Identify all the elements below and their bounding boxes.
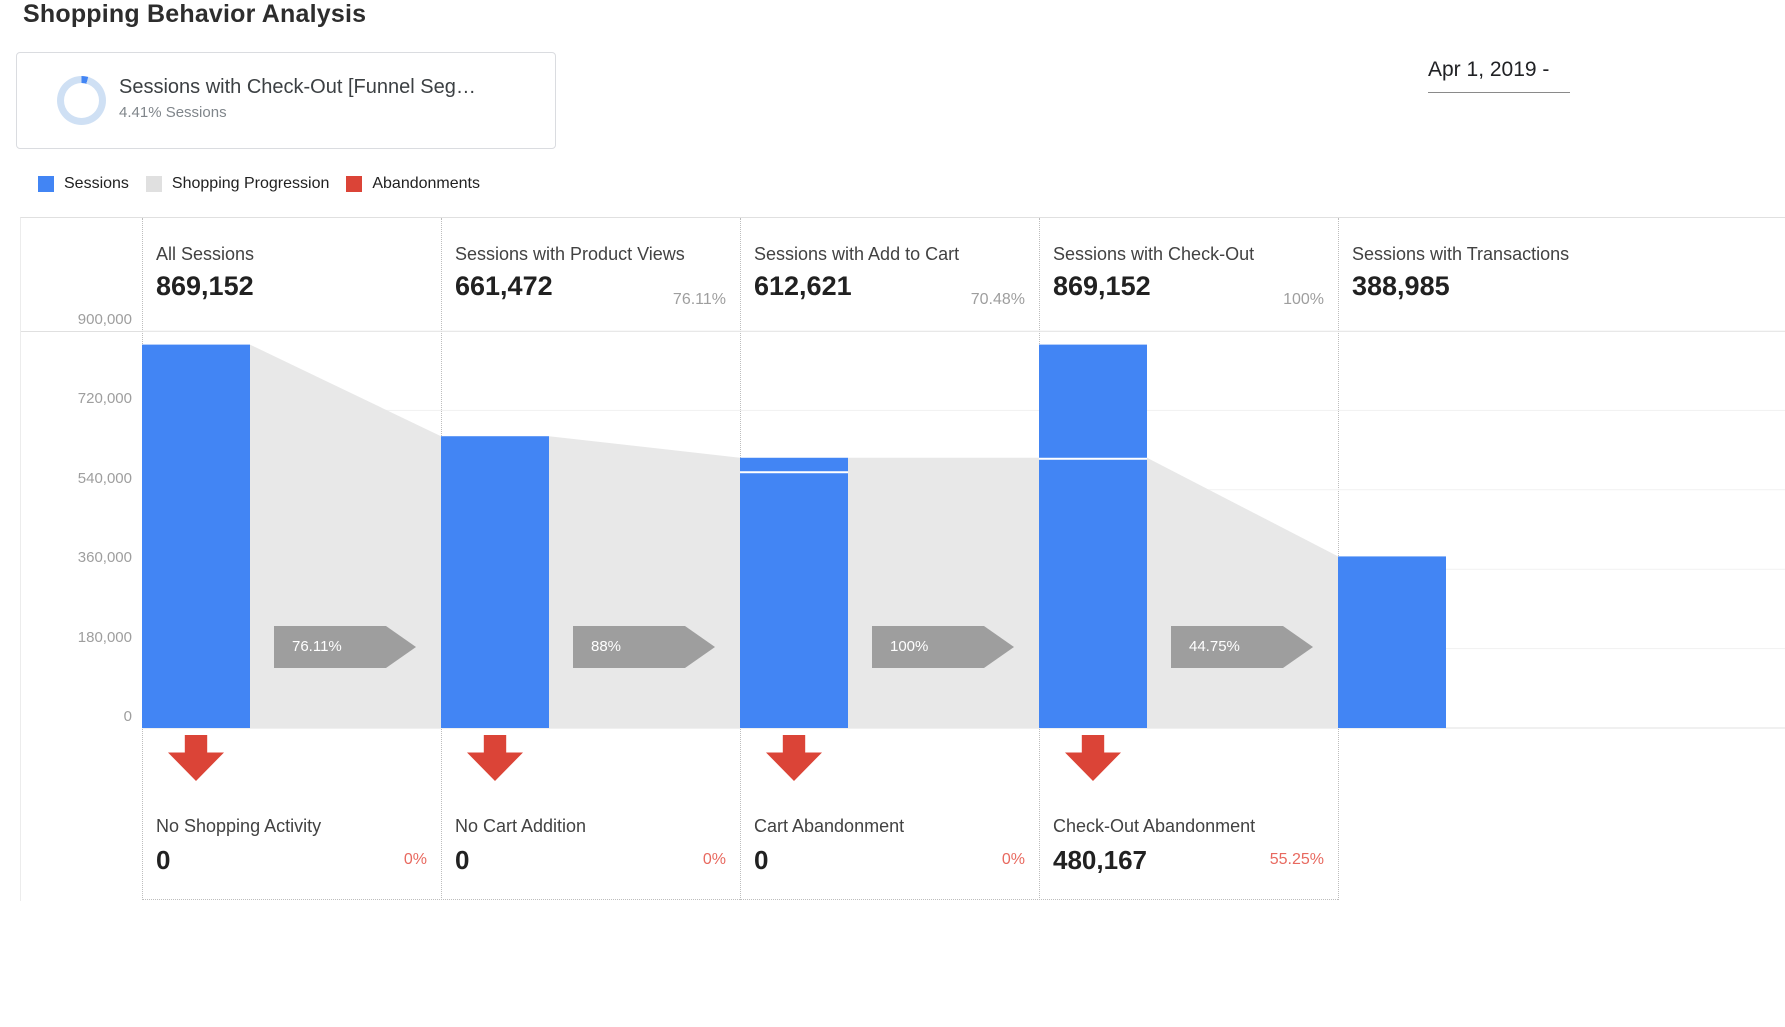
abandonment-label: Cart Abandonment	[754, 816, 905, 836]
step-title: All Sessions	[156, 244, 255, 264]
legend-label: Abandonments	[372, 175, 480, 192]
step-header-check-out: Sessions with Check-Out 869,152 100%	[1039, 218, 1338, 331]
step-title: Sessions with Check-Out	[1053, 244, 1255, 264]
abandonment-label: No Shopping Activity	[156, 816, 322, 836]
y-axis-tick: 720,000	[77, 390, 132, 408]
legend-label: Shopping Progression	[171, 175, 330, 192]
funnel-bar[interactable]	[740, 457, 848, 728]
abandonment-label: Check-Out Abandonment	[1053, 816, 1256, 836]
header-divider	[21, 331, 1785, 332]
progression-area	[848, 457, 1039, 728]
abandonment-stat-no-shopping-activity[interactable]: No Shopping Activity 0 0%	[142, 793, 441, 899]
step-header-product-views: Sessions with Product Views 661,472 76.1…	[441, 218, 740, 331]
progression-arrow: 100%	[872, 626, 1014, 668]
abandonment-value: 0	[455, 845, 470, 875]
date-range-selector[interactable]: Apr 1, 2019 -	[1428, 58, 1570, 93]
legend-item-sessions: Sessions	[38, 175, 129, 193]
chart-legend: Sessions Shopping Progression Abandonmen…	[38, 175, 497, 193]
step-title: Sessions with Add to Cart	[754, 244, 960, 264]
legend-label: Sessions	[64, 175, 129, 192]
progression-arrow: 44.75%	[1171, 626, 1313, 668]
table-bottom-divider	[142, 899, 1338, 900]
progression-arrow: 88%	[573, 626, 715, 668]
segment-title: Sessions with Check-Out [Funnel Seg…	[119, 76, 476, 98]
abandonment-stat-no-cart-addition[interactable]: No Cart Addition 0 0%	[441, 793, 740, 899]
abandonment-arrow-icon	[168, 735, 224, 781]
funnel-bar[interactable]	[441, 436, 549, 728]
abandonments-swatch-icon	[346, 176, 363, 192]
progression-area	[250, 344, 441, 728]
abandonment-arrow-icon	[1065, 735, 1121, 781]
y-axis-tick: 360,000	[77, 549, 132, 567]
progression-arrow: 76.11%	[274, 626, 416, 668]
y-axis-tick: 900,000	[77, 311, 132, 328]
legend-item-abandonments: Abandonments	[346, 175, 480, 193]
step-percent: 76.11%	[672, 291, 726, 308]
step-header-all-sessions: All Sessions 869,152	[142, 218, 441, 331]
segment-donut-icon	[57, 76, 106, 125]
step-value: 388,985	[1352, 271, 1450, 301]
abandonment-percent: 0%	[702, 851, 726, 868]
legend-item-shopping-progression: Shopping Progression	[145, 175, 330, 193]
abandonment-arrow-icon	[766, 735, 822, 781]
abandonment-stat-cart-abandonment[interactable]: Cart Abandonment 0 0%	[740, 793, 1039, 899]
step-percent: 70.48%	[970, 291, 1025, 308]
step-value: 612,621	[754, 271, 852, 301]
step-percent: 100%	[1283, 291, 1324, 308]
abandonment-value: 0	[754, 845, 769, 875]
step-header-add-to-cart: Sessions with Add to Cart 612,621 70.48%	[740, 218, 1039, 331]
shopping-progression-swatch-icon	[145, 176, 162, 192]
y-axis-tick: 0	[123, 708, 132, 725]
step-title: Sessions with Transactions	[1352, 244, 1570, 264]
segment-card[interactable]: Sessions with Check-Out [Funnel Seg… 4.4…	[16, 52, 556, 149]
funnel-bar[interactable]	[142, 344, 250, 728]
bar-segment-divider-icon	[740, 471, 848, 474]
page-title: Shopping Behavior Analysis	[23, 0, 367, 28]
abandonment-percent: 0%	[403, 851, 427, 868]
segment-subtitle: 4.41% Sessions	[119, 104, 227, 121]
step-value: 869,152	[1053, 271, 1151, 301]
abandonment-value: 480,167	[1053, 845, 1147, 875]
sessions-swatch-icon	[38, 176, 54, 192]
abandonment-percent: 0%	[1001, 851, 1025, 868]
y-axis-tick: 540,000	[77, 469, 132, 487]
step-header-transactions: Sessions with Transactions 388,985 44.75…	[1338, 218, 1785, 331]
abandonment-label: No Cart Addition	[455, 816, 587, 836]
abandonment-stat-check-out-abandonment[interactable]: Check-Out Abandonment 480,167 55.25%	[1039, 793, 1338, 899]
funnel-chart: 900,000 720,000 540,000 360,000 180,000 …	[20, 217, 1785, 901]
abandonment-arrow-icon	[467, 735, 523, 781]
step-title: Sessions with Product Views	[455, 244, 685, 264]
step-value: 661,472	[455, 271, 553, 301]
abandonment-value: 0	[156, 845, 171, 875]
step-value: 869,152	[156, 271, 254, 301]
progression-area	[1147, 457, 1338, 728]
abandonment-percent: 55.25%	[1269, 851, 1324, 868]
progression-area	[549, 436, 740, 728]
bar-segment-divider-icon	[1039, 457, 1147, 460]
funnel-bar[interactable]	[1039, 344, 1147, 728]
y-axis-tick: 180,000	[77, 628, 132, 646]
funnel-bar[interactable]	[1338, 556, 1446, 728]
